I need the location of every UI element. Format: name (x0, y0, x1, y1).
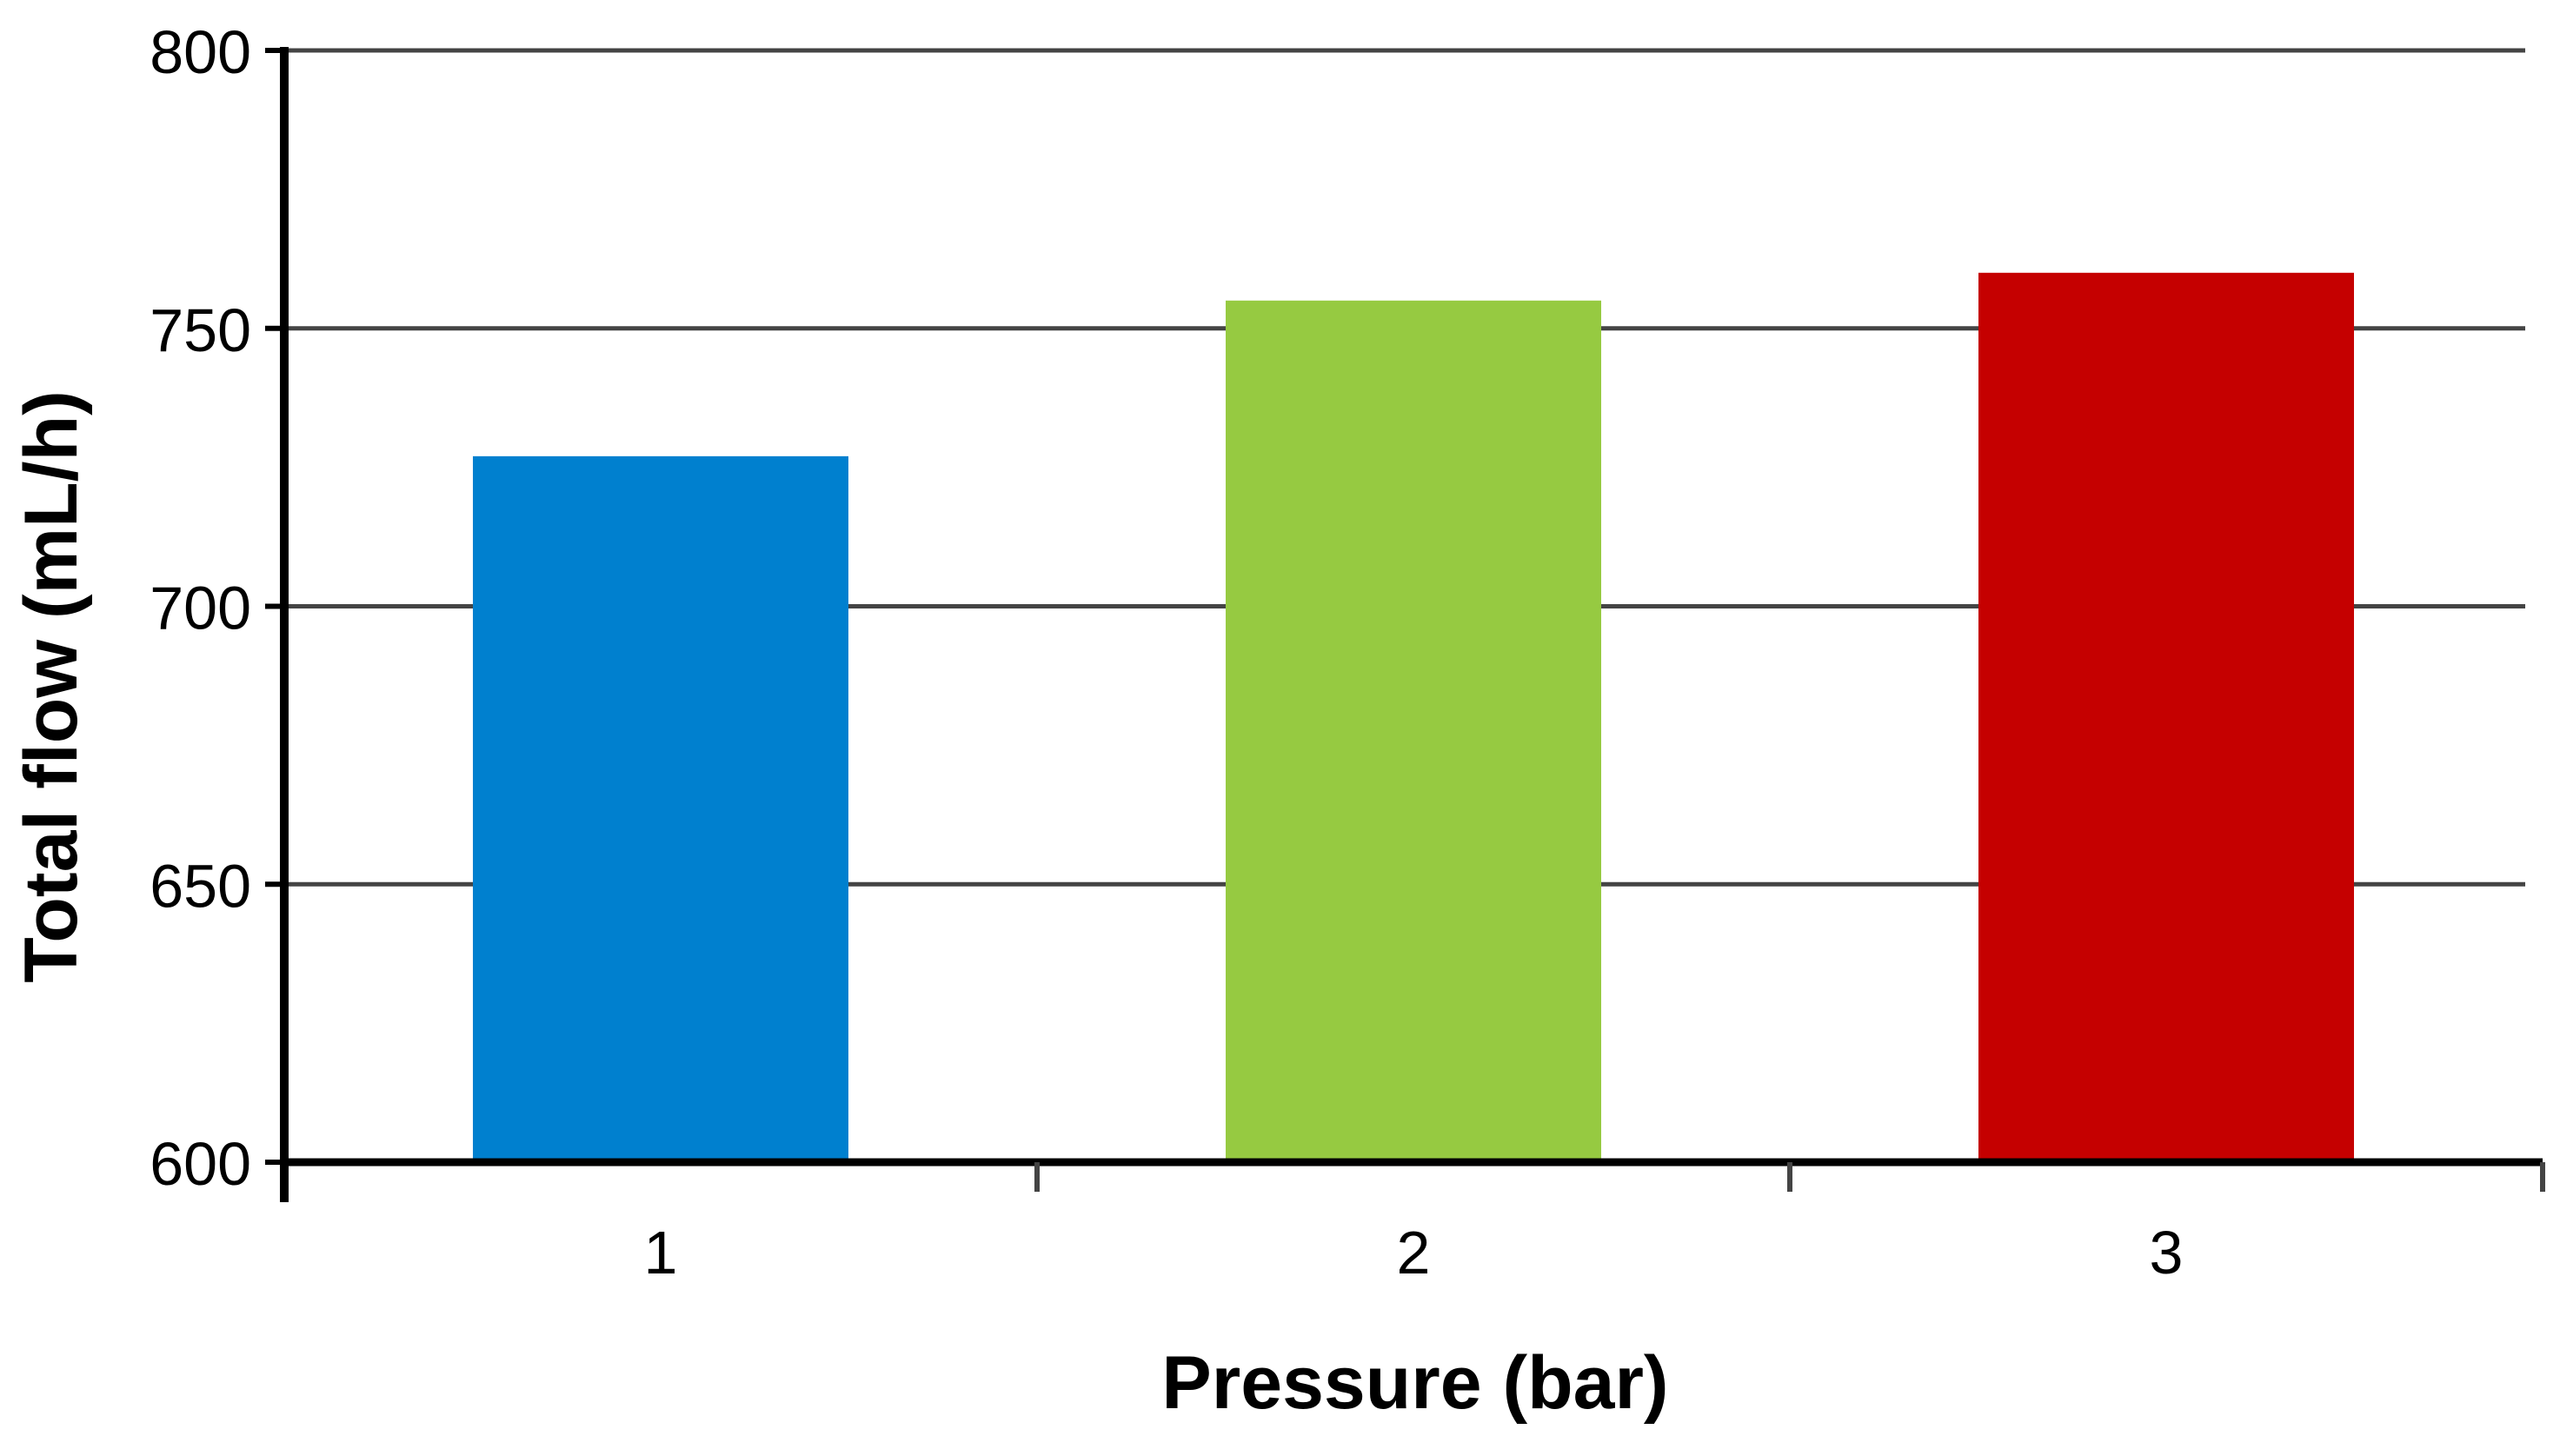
x-tick-label: 3 (2150, 1219, 2184, 1286)
y-tick-labels: 600 650 700 750 800 (150, 18, 251, 1198)
bars (473, 272, 2354, 1162)
y-tick-label: 750 (150, 296, 251, 364)
x-tick-label: 1 (644, 1219, 678, 1286)
y-tick-label: 650 (150, 852, 251, 920)
y-axis-title: Total flow (mL/h) (10, 390, 93, 983)
y-tick-label: 600 (150, 1130, 251, 1198)
axes (265, 47, 2545, 1202)
y-tick-label: 800 (150, 18, 251, 86)
x-axis-title: Pressure (bar) (1161, 1341, 1668, 1425)
bar-1 (473, 455, 848, 1162)
x-tick-label: 2 (1397, 1219, 1431, 1286)
y-tick-label: 700 (150, 575, 251, 642)
x-tick-labels: 1 2 3 (644, 1219, 2184, 1286)
bar-2 (1226, 300, 1601, 1162)
bar-3 (1978, 272, 2354, 1162)
